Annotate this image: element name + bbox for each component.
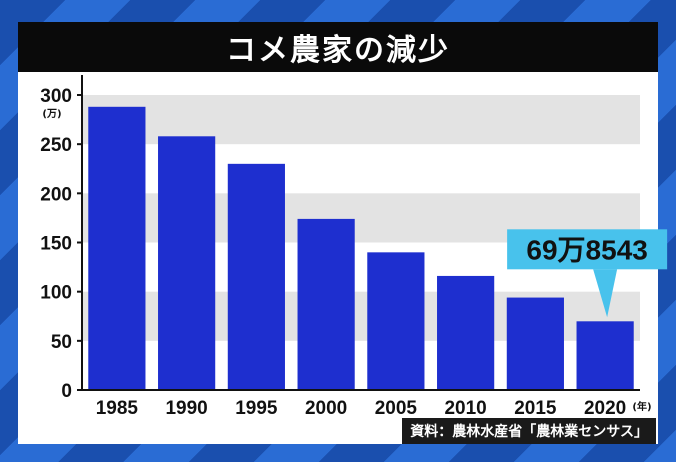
y-tick-label: 150 <box>40 234 72 255</box>
y-tick-label: 250 <box>40 135 72 156</box>
x-tick-label: 2020 <box>584 398 626 419</box>
callout-box <box>507 229 668 270</box>
x-tick-label: 1995 <box>235 398 278 419</box>
bar-2005 <box>367 252 425 390</box>
bar-2010 <box>437 275 495 390</box>
x-unit: (年) <box>632 400 651 413</box>
chart-title: コメ農家の減少 <box>226 33 450 68</box>
bar-2015 <box>506 297 564 390</box>
bar-2000 <box>297 218 355 390</box>
x-tick-label: 2015 <box>514 398 557 419</box>
bar-2020 <box>576 321 634 390</box>
x-tick-label: 1990 <box>165 398 207 419</box>
x-tick-label: 2000 <box>305 398 347 419</box>
x-tick-label: 1985 <box>96 398 139 419</box>
y-tick-label: 200 <box>40 184 72 205</box>
y-tick-label: 50 <box>51 332 72 353</box>
source-note: 資料：農林水産省「農林業センサス」 <box>402 418 656 444</box>
x-tick-label: 2005 <box>375 398 418 419</box>
bar-1995 <box>227 163 285 390</box>
x-tick-label: 2010 <box>444 398 486 419</box>
bar-1990 <box>158 136 216 390</box>
y-tick-label: 0 <box>61 381 72 402</box>
callout-label: 69万8543 <box>526 234 647 265</box>
y-unit: (万) <box>42 108 61 120</box>
title-bar: コメ農家の減少 <box>18 22 658 72</box>
bar-1985 <box>88 106 146 391</box>
callout-pointer <box>593 269 618 318</box>
y-tick-label: 300 <box>40 86 72 107</box>
y-tick-label: 100 <box>40 283 72 304</box>
grid-band <box>82 95 640 145</box>
